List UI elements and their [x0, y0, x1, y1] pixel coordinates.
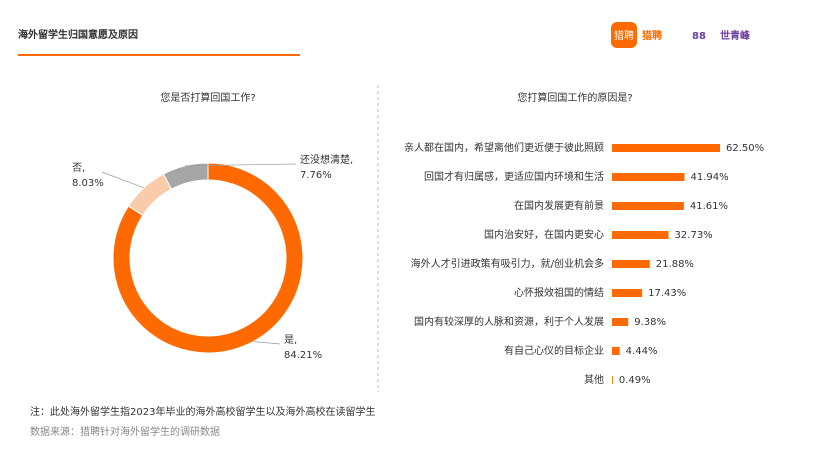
- bar-category: 其他: [584, 373, 604, 386]
- slice-value: 8.03%: [72, 178, 104, 189]
- donut-slice: [162, 162, 209, 190]
- page-title: 海外留学生归国意愿及原因: [18, 28, 138, 41]
- bar-category: 有自己心仪的目标企业: [504, 344, 604, 357]
- note: 注：此处海外留学生指2023年毕业的海外高校留学生以及海外高校在读留学生: [30, 405, 375, 418]
- slice-label: 是,: [284, 334, 297, 346]
- slice-label: 还没想清楚,: [300, 153, 353, 166]
- bar-value: 17.43%: [648, 288, 686, 299]
- chart-title: 您打算回国工作的原因是?: [517, 91, 632, 104]
- bar-category: 心怀报效祖国的情结: [514, 286, 604, 299]
- bar-value: 32.73%: [675, 230, 713, 241]
- bar: [612, 202, 684, 210]
- brand: 猎聘: [642, 29, 662, 42]
- donut-slice: [127, 173, 173, 217]
- bar: [612, 173, 685, 181]
- slice-label: 否,: [72, 162, 85, 174]
- slice-value: 84.21%: [284, 350, 322, 361]
- bar: [612, 289, 643, 297]
- source: 数据来源：猎聘针对海外留学生的调研数据: [30, 425, 220, 438]
- bar-value: 41.94%: [690, 172, 728, 183]
- bar: [612, 376, 613, 384]
- bar-value: 4.44%: [626, 346, 658, 357]
- bar-value: 0.49%: [619, 375, 651, 386]
- bar-category: 国内有较深厚的人脉和资源，利于个人发展: [414, 315, 604, 328]
- bar-value: 21.88%: [656, 259, 694, 270]
- leader-line: [101, 171, 145, 189]
- donut-slice: [112, 162, 304, 354]
- brand-icon-bg: [611, 22, 637, 48]
- slice-value: 7.76%: [300, 170, 332, 181]
- partner-mark: 88: [692, 31, 706, 42]
- bar-category: 国内治安好，在国内更安心: [484, 228, 604, 241]
- bar-value: 41.61%: [690, 201, 728, 212]
- chart-title: 您是否打算回国工作?: [160, 91, 255, 104]
- partner: 世青峰: [720, 29, 751, 42]
- bar-category: 亲人都在国内，希望离他们更近便于彼此照顾: [404, 141, 604, 154]
- bar: [612, 144, 720, 152]
- bar-category: 海外人才引进政策有吸引力，就/创业机会多: [411, 257, 604, 270]
- bar: [612, 347, 620, 355]
- bar-category: 回国才有归属感，更适应国内环境和生活: [424, 170, 604, 183]
- bar: [612, 231, 669, 239]
- bar-value: 9.38%: [634, 317, 666, 328]
- bar-category: 在国内发展更有前景: [514, 199, 604, 212]
- brand-icon: 猎聘: [614, 29, 634, 42]
- bar-value: 62.50%: [726, 143, 764, 154]
- bar: [612, 318, 629, 326]
- leader-line: [185, 163, 297, 167]
- leader-line: [253, 341, 281, 345]
- bar: [612, 260, 650, 268]
